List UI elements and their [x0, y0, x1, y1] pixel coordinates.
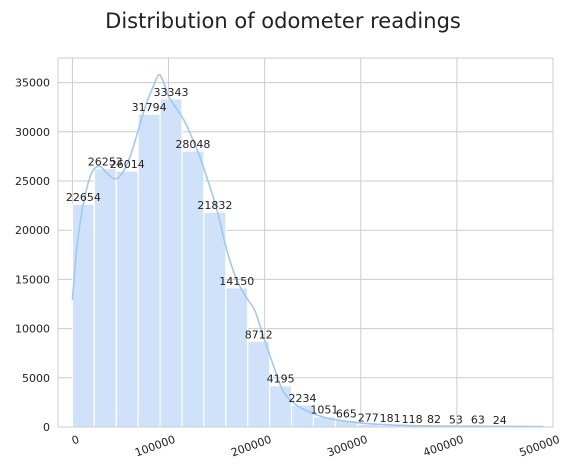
bar-value-label: 53	[449, 413, 463, 426]
histogram-bar	[203, 211, 227, 428]
bar-value-label: 26253	[88, 156, 123, 169]
y-tick-label: 20000	[15, 224, 50, 237]
bar-value-label: 26014	[110, 158, 145, 171]
bar-value-label: 21832	[197, 199, 232, 212]
y-tick-label: 30000	[15, 126, 50, 139]
chart-title: Distribution of odometer readings	[105, 9, 461, 33]
x-tick-label: 400000	[422, 433, 466, 460]
y-tick-label: 0	[43, 421, 50, 434]
bar-value-label: 31794	[132, 101, 167, 114]
bar-value-label: 118	[402, 413, 423, 426]
plot-frame	[57, 57, 554, 428]
bar-value-label: 2234	[289, 392, 317, 405]
x-axis-ticks: 0 100000 200000 300000 400000 500000	[70, 433, 562, 460]
x-tick-label: 500000	[518, 433, 562, 460]
x-tick-label: 0	[70, 433, 81, 448]
bar-value-label: 33343	[154, 86, 189, 99]
density-curve	[71, 73, 544, 428]
y-tick-label: 5000	[22, 372, 50, 385]
bar-value-label: 4195	[267, 373, 295, 386]
bar-value-label: 14150	[219, 275, 254, 288]
bar-value-label: 665	[336, 407, 357, 420]
x-tick-label: 200000	[229, 433, 273, 460]
density-line	[71, 73, 544, 428]
histogram-bar	[225, 287, 249, 428]
histogram-bar	[93, 168, 117, 428]
bar-value-label: 1051	[310, 404, 338, 417]
bar-value-label: 8712	[245, 328, 273, 341]
bar-value-label: 277	[358, 411, 379, 424]
y-tick-label: 10000	[15, 323, 50, 336]
y-tick-label: 35000	[15, 77, 50, 90]
histogram-bar	[181, 150, 205, 428]
y-tick-label: 15000	[15, 273, 50, 286]
histogram-bar	[71, 203, 95, 428]
bar-value-label: 22654	[66, 191, 101, 204]
bar-value-label: 28048	[175, 138, 210, 151]
bar-value-label: 24	[493, 414, 507, 427]
y-tick-label: 25000	[15, 175, 50, 188]
bar-value-label: 181	[380, 412, 401, 425]
y-axis-ticks: 0 5000 10000 15000 20000 25000 30000 35000	[15, 77, 50, 434]
x-tick-label: 300000	[325, 433, 369, 460]
bar-value-label: 63	[471, 413, 485, 426]
bar-value-label: 82	[427, 413, 441, 426]
histogram-bar	[115, 170, 139, 428]
x-tick-label: 100000	[133, 433, 177, 460]
